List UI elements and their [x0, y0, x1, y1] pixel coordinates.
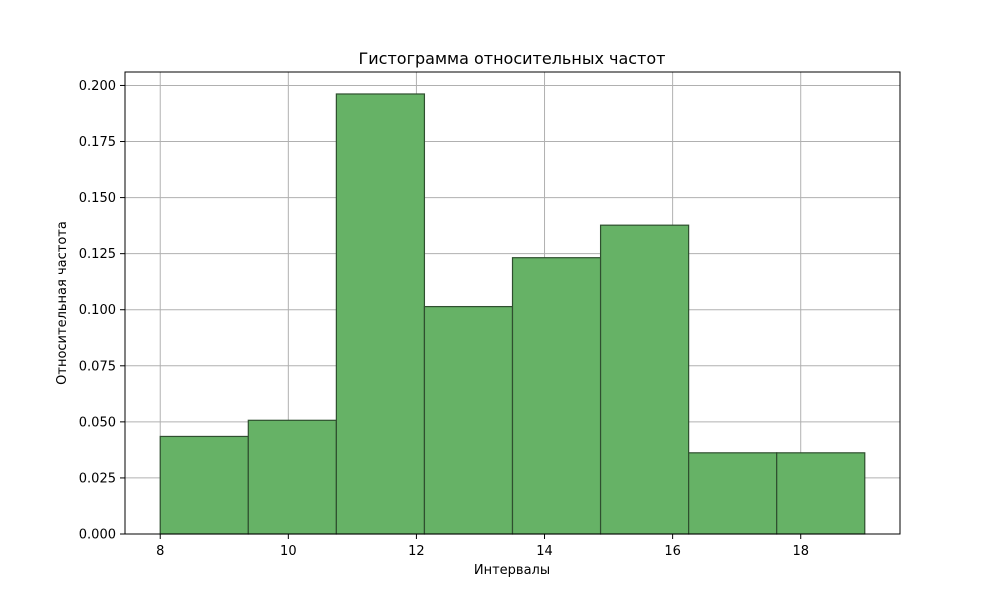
histogram-bar	[688, 452, 778, 535]
x-tick-label: 18	[792, 544, 809, 559]
x-tick-label: 12	[408, 544, 425, 559]
plot-area-frame	[124, 71, 901, 535]
histogram-bar	[599, 224, 690, 535]
y-axis-label: Относительная частота	[55, 221, 70, 385]
y-tick-label: 0.150	[79, 191, 116, 206]
chart-title: Гистограмма относительных частот	[359, 49, 666, 68]
y-tick-label: 0.125	[79, 247, 116, 262]
y-tick-label: 0.075	[79, 359, 116, 374]
histogram-bar	[335, 93, 426, 535]
histogram-bar	[159, 435, 249, 535]
histogram-bar	[776, 452, 866, 535]
histogram-bar	[423, 305, 514, 535]
y-tick-label: 0.100	[79, 303, 116, 318]
y-tick-label: 0.050	[79, 415, 116, 430]
y-tick-label: 0.025	[79, 471, 116, 486]
x-tick-label: 10	[280, 544, 297, 559]
x-tick-label: 16	[664, 544, 681, 559]
histogram-bar	[247, 419, 337, 535]
histogram-bars	[159, 93, 866, 535]
y-tick-label: 0.200	[79, 79, 116, 94]
x-tick-label: 8	[156, 544, 164, 559]
x-axis-label: Интервалы	[474, 563, 550, 578]
x-tick-label: 14	[536, 544, 553, 559]
y-axis-ticks: 0.000 0.025 0.050 0.075 0.100 0.125 0.150 0.175…	[79, 79, 125, 543]
y-tick-label: 0.175	[79, 135, 116, 150]
histogram-bar	[511, 257, 602, 535]
y-tick-label: 0.000	[79, 528, 116, 543]
x-axis-ticks: 8 10 12 14 16 18	[156, 534, 809, 559]
